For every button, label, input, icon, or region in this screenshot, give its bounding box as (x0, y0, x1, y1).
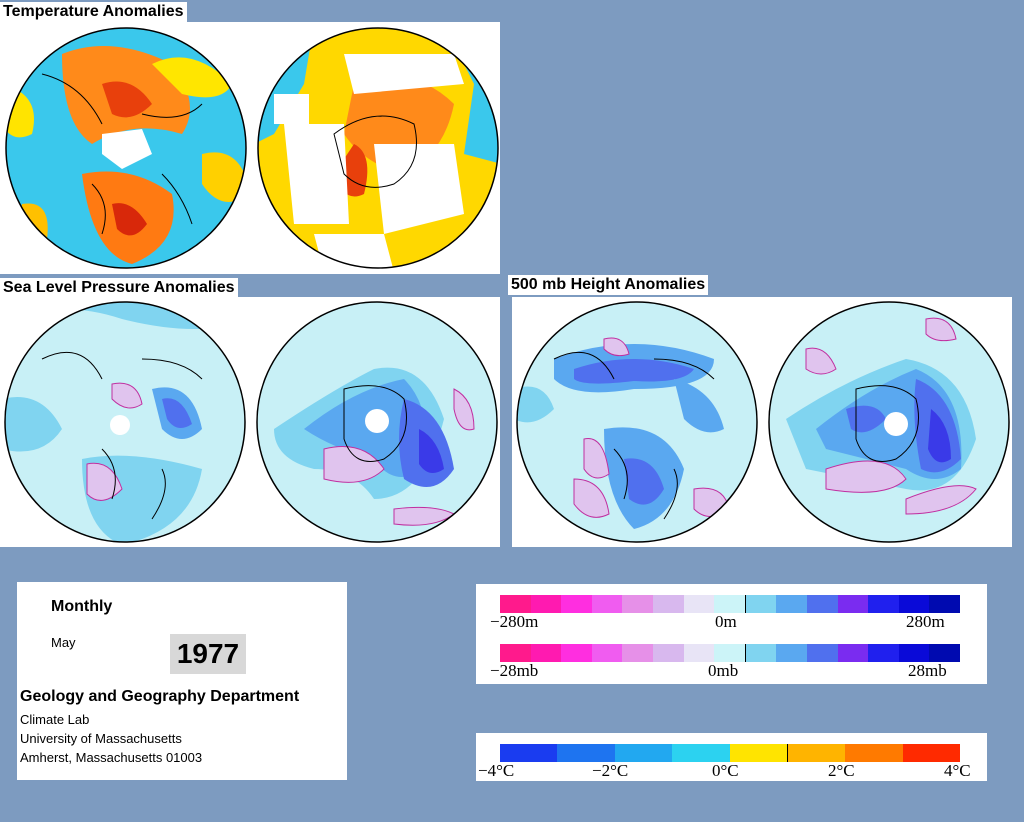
height-color-swatch (530, 595, 562, 613)
height-color-swatch (929, 595, 960, 613)
pressure-color-swatch (745, 644, 777, 662)
temperature-title: Temperature Anomalies (0, 2, 187, 22)
pressure-color-swatch (898, 644, 930, 662)
temperature-color-swatch (845, 744, 903, 762)
temperature-color-bar (500, 744, 960, 762)
year-display: 1977 (170, 634, 246, 674)
height-min-label: −280m (490, 612, 539, 631)
slp-title: Sea Level Pressure Anomalies (0, 278, 238, 298)
pressure-color-swatch (683, 644, 715, 662)
height-color-swatch (898, 595, 930, 613)
pressure-min-label: −28mb (490, 661, 539, 680)
anomaly-legend: −280m 0m 280m −28mb 0mb 28mb (476, 584, 987, 684)
height-color-swatch (806, 595, 838, 613)
height-max-label: 280m (906, 612, 945, 631)
height-color-swatch (622, 595, 653, 613)
slp-globe-north (4, 301, 246, 543)
pressure-color-bar (500, 644, 960, 662)
temperature-color-swatch (902, 744, 960, 762)
pressure-color-swatch (776, 644, 807, 662)
pressure-color-swatch (530, 644, 562, 662)
pressure-max-label: 28mb (908, 661, 947, 680)
pressure-mid-label: 0mb (708, 661, 739, 680)
temperature-legend: −4°C −2°C 0°C 2°C 4°C (476, 733, 987, 781)
info-box: Monthly May 1977 Geology and Geography D… (17, 582, 347, 780)
pressure-color-swatch (714, 644, 746, 662)
temperature-globe-north (5, 27, 247, 269)
pressure-color-swatch (591, 644, 623, 662)
temp-label-plus2: 2°C (828, 761, 855, 780)
height-color-swatch (500, 595, 531, 613)
department-label: Geology and Geography Department (20, 688, 300, 705)
height-title: 500 mb Height Anomalies (508, 275, 709, 295)
address-label: Amherst, Massachusetts 01003 (20, 750, 203, 765)
university-label: University of Massachusetts (20, 731, 182, 746)
height-color-swatch (652, 595, 684, 613)
slp-globe-south (256, 301, 498, 543)
month-label: May (51, 635, 76, 650)
temperature-color-swatch (729, 744, 788, 762)
temperature-globe-south (257, 27, 499, 269)
height-globe-north (516, 301, 758, 543)
temp-label-minus2: −2°C (592, 761, 629, 780)
temperature-color-swatch (672, 744, 730, 762)
pressure-color-swatch (837, 644, 869, 662)
temperature-color-swatch (500, 744, 558, 762)
height-globe-south (768, 301, 1010, 543)
height-mid-label: 0m (715, 612, 737, 631)
temp-label-minus4: −4°C (478, 761, 515, 780)
height-color-swatch (776, 595, 807, 613)
temperature-color-swatch (557, 744, 615, 762)
height-color-swatch (714, 595, 746, 613)
height-color-swatch (591, 595, 623, 613)
pressure-color-swatch (652, 644, 684, 662)
height-color-swatch (837, 595, 869, 613)
height-color-bar (500, 595, 960, 613)
height-color-swatch (683, 595, 715, 613)
pressure-color-swatch (500, 644, 531, 662)
height-color-swatch (868, 595, 899, 613)
pressure-color-swatch (929, 644, 960, 662)
pressure-color-swatch (806, 644, 838, 662)
temp-label-plus4: 4°C (944, 761, 971, 780)
height-color-swatch (561, 595, 592, 613)
height-color-swatch (745, 595, 777, 613)
pressure-color-swatch (561, 644, 592, 662)
lab-label: Climate Lab (20, 712, 90, 727)
temperature-color-swatch (787, 744, 846, 762)
pressure-color-swatch (868, 644, 899, 662)
pressure-color-swatch (622, 644, 653, 662)
temperature-color-swatch (614, 744, 673, 762)
temp-label-zero: 0°C (712, 761, 739, 780)
period-label: Monthly (51, 598, 113, 615)
